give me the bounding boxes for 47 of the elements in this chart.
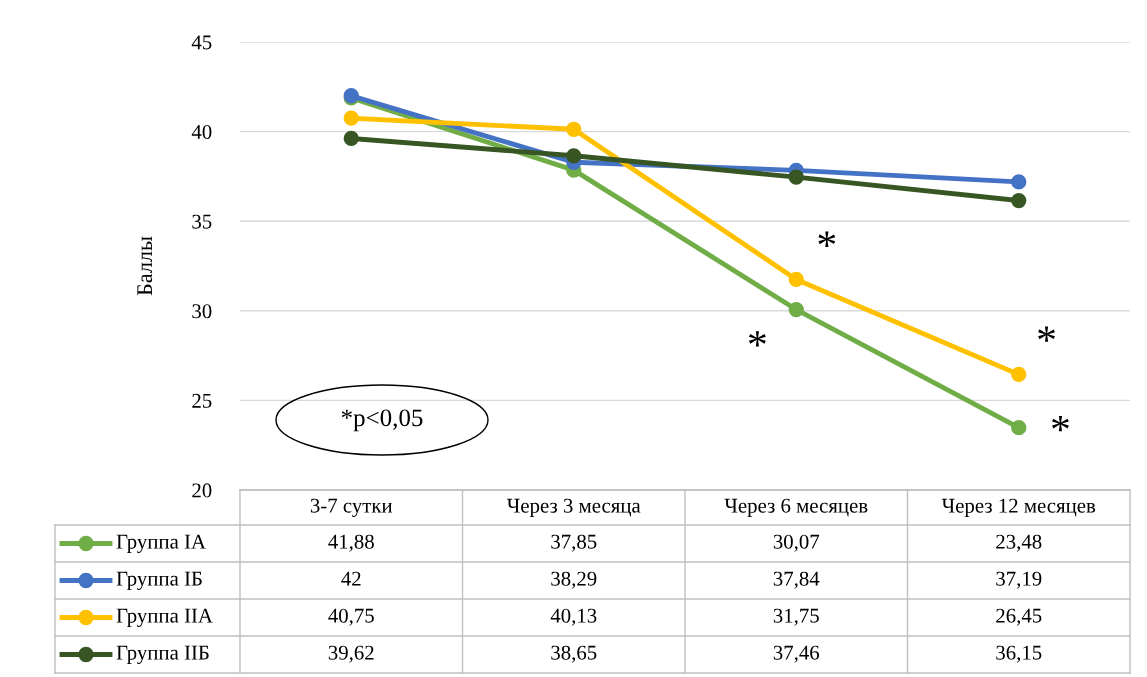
x-tick-label: Через 3 месяца	[506, 498, 641, 517]
annotation: *	[1038, 326, 1055, 342]
text: 41,88	[328, 534, 374, 552]
text: 23,48	[996, 534, 1042, 552]
annotation: *p<0,05	[341, 409, 423, 432]
y-tick-label: 20	[192, 483, 212, 498]
legend-label: Группа IБ	[116, 571, 202, 590]
y-tick-label: 40	[191, 124, 212, 140]
point	[788, 169, 804, 185]
point	[343, 130, 359, 147]
text: 36,15	[996, 645, 1042, 663]
legend-label: Группа IIБ	[116, 645, 209, 664]
text: 37,85	[551, 534, 597, 552]
text: 42	[341, 571, 361, 586]
text: 30,07	[773, 534, 820, 552]
text: 31,75	[773, 608, 819, 626]
point	[1011, 174, 1027, 190]
y-axis-title: Баллы	[137, 236, 153, 296]
point	[566, 121, 582, 137]
point	[566, 148, 582, 164]
point	[1011, 192, 1027, 209]
x-tick-label: 3-7 сутки	[310, 498, 393, 517]
text: 40,13	[550, 608, 597, 626]
y-tick-label: 35	[192, 214, 212, 229]
legend-label: Группа IA	[116, 534, 206, 553]
legend-label: Группа IIA	[116, 608, 213, 627]
text: 38,65	[551, 645, 597, 663]
annotation: *	[748, 331, 766, 347]
text: 37,19	[996, 571, 1042, 589]
text: 39,62	[328, 645, 374, 663]
point	[788, 271, 804, 288]
x-tick-label: Через 6 месяцев	[724, 498, 868, 517]
annotation: *	[818, 231, 836, 247]
point	[1011, 419, 1027, 436]
text: 37,84	[773, 571, 820, 589]
y-tick-label: 45	[191, 35, 212, 50]
point	[1011, 366, 1027, 383]
annotation: *	[1052, 415, 1069, 432]
text: 40,75	[328, 608, 374, 626]
point	[788, 301, 804, 318]
text: 26,45	[996, 608, 1042, 626]
text: 38,29	[551, 571, 597, 589]
x-tick-label: Через 12 месяцев	[941, 498, 1096, 517]
text: 37,46	[773, 645, 820, 663]
y-tick-label: 25	[192, 393, 212, 408]
point	[343, 110, 359, 126]
y-tick-label: 30	[192, 304, 212, 319]
